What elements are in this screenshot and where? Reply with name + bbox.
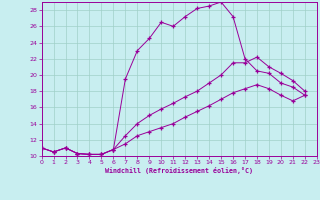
X-axis label: Windchill (Refroidissement éolien,°C): Windchill (Refroidissement éolien,°C) — [105, 167, 253, 174]
